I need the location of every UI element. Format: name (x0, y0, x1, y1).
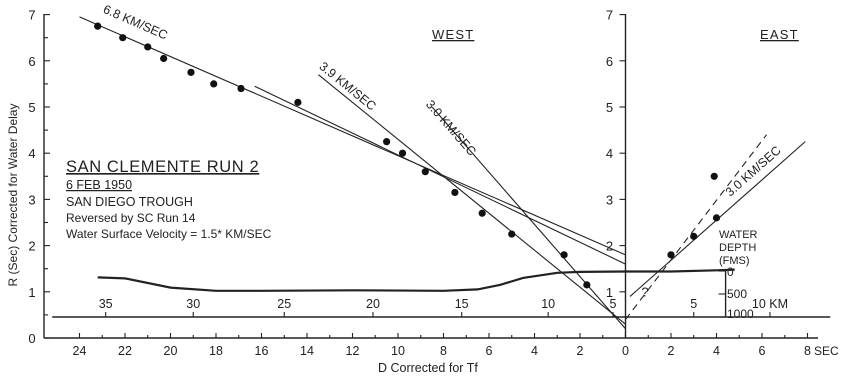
data-point (667, 251, 675, 259)
y-tick-label: 5 (28, 100, 35, 115)
y-axis-title: R (Sec) Corrected for Water Delay (6, 104, 20, 287)
x-tick-label: 8 (440, 344, 447, 358)
data-point (478, 209, 486, 217)
y-tick-label: 3 (28, 192, 35, 207)
x-tick-label: 12 (346, 344, 360, 358)
chart-subtitle-location: SAN DIEGO TROUGH (66, 195, 193, 209)
km-tick-label: 35 (99, 297, 113, 311)
data-point (119, 34, 127, 42)
km-tick-label: 30 (186, 297, 200, 311)
bathymetry-layer (97, 268, 735, 292)
depth-tick-label: 0 (727, 265, 734, 279)
x-tick-label: 8 (804, 344, 811, 358)
x-tick-label: 6 (759, 344, 766, 358)
x-tick-label: 2 (577, 344, 584, 358)
question-mark: ? (641, 284, 648, 299)
fit-line (79, 16, 626, 256)
x-tick-label: 24 (73, 344, 87, 358)
km-tick-label: 5 (610, 297, 617, 311)
x-tick-label: 10 (391, 344, 405, 358)
points-layer (94, 22, 721, 289)
bathymetry-profile (97, 268, 735, 292)
x-tick-label: 4 (713, 344, 720, 358)
dashed-fit-line (625, 134, 767, 320)
km-tick-label: 20 (366, 297, 380, 311)
x-tick-label: 0 (622, 344, 629, 358)
data-point (94, 22, 102, 30)
east-label: EAST (760, 27, 799, 42)
velocity-label: 3.0 KM/SEC (423, 97, 479, 158)
data-point (237, 84, 245, 93)
y-tick-label: 1 (28, 285, 35, 300)
fit-line (318, 74, 626, 325)
x-tick-label: 20 (164, 344, 178, 358)
y-tick-label: 0 (28, 331, 35, 346)
km-tick-label: 5 (690, 297, 697, 311)
chart-note-velocity: Water Surface Velocity = 1.5* KM/SEC (66, 227, 272, 241)
data-point (583, 281, 591, 289)
y-tick-label: 2 (28, 239, 35, 254)
chart-subtitle-date: 6 FEB 1950 (66, 178, 132, 192)
east-y-tick-label: 5 (606, 100, 613, 115)
km-tick-label: 10 KM (752, 297, 788, 311)
x-tick-label: 6 (486, 344, 493, 358)
data-point (508, 230, 516, 238)
x-axis-title: D Corrected for Tf (378, 361, 478, 375)
data-point (560, 251, 568, 259)
y-tick-label: 4 (28, 146, 35, 161)
data-point (294, 98, 302, 106)
data-point (398, 149, 407, 157)
depth-axis-title-1: WATER (719, 229, 758, 241)
data-point (710, 172, 718, 180)
axes-layer: 24 22 20 18 16 14 12 10 8 6 4 2 0 2 4 6 8012345671234567… (28, 8, 831, 358)
data-point (421, 168, 429, 176)
west-label: WEST (432, 27, 474, 42)
east-y-tick-label: 6 (606, 54, 613, 69)
km-tick-label: 15 (455, 297, 469, 311)
km-tick-label: 25 (277, 297, 291, 311)
x-tick-label: 16 (255, 344, 269, 358)
depth-axis-title-2: DEPTH (719, 242, 756, 254)
depth-axis-title-3: (FMS) (719, 255, 750, 267)
chart-note-reversed: Reversed by SC Run 14 (66, 211, 196, 225)
x-tick-label: 22 (118, 344, 132, 358)
x-tick-label: 4 (531, 344, 538, 358)
data-point (690, 232, 698, 240)
km-tick-label: 10 (541, 297, 555, 311)
east-y-tick-label: 7 (606, 8, 613, 23)
velocity-label: 3.9 KM/SEC (316, 59, 378, 113)
data-point (712, 214, 721, 222)
data-point (451, 188, 459, 197)
data-point (144, 43, 152, 51)
y-tick-label: 6 (28, 54, 35, 69)
data-point (160, 54, 168, 63)
x-axis-unit: SEC (814, 344, 839, 358)
x-tick-label: 18 (209, 344, 223, 358)
x-tick-label: 2 (668, 344, 675, 358)
data-point (383, 138, 391, 146)
fit-line (254, 85, 626, 265)
east-y-tick-label: 1 (606, 285, 613, 300)
fit-line (431, 106, 626, 330)
east-y-tick-label: 4 (606, 146, 613, 161)
chart-title: SAN CLEMENTE RUN 2 (66, 158, 259, 176)
data-point (187, 68, 195, 76)
velocity-label: 6.8 KM/SEC (101, 2, 170, 42)
depth-tick-label: 1000 (727, 307, 754, 321)
y-tick-label: 7 (28, 8, 35, 23)
x-tick-label: 14 (300, 344, 314, 358)
data-point (210, 80, 218, 88)
east-y-tick-label: 3 (606, 192, 613, 207)
depth-tick-label: 500 (727, 287, 747, 301)
east-y-tick-label: 2 (606, 239, 613, 254)
